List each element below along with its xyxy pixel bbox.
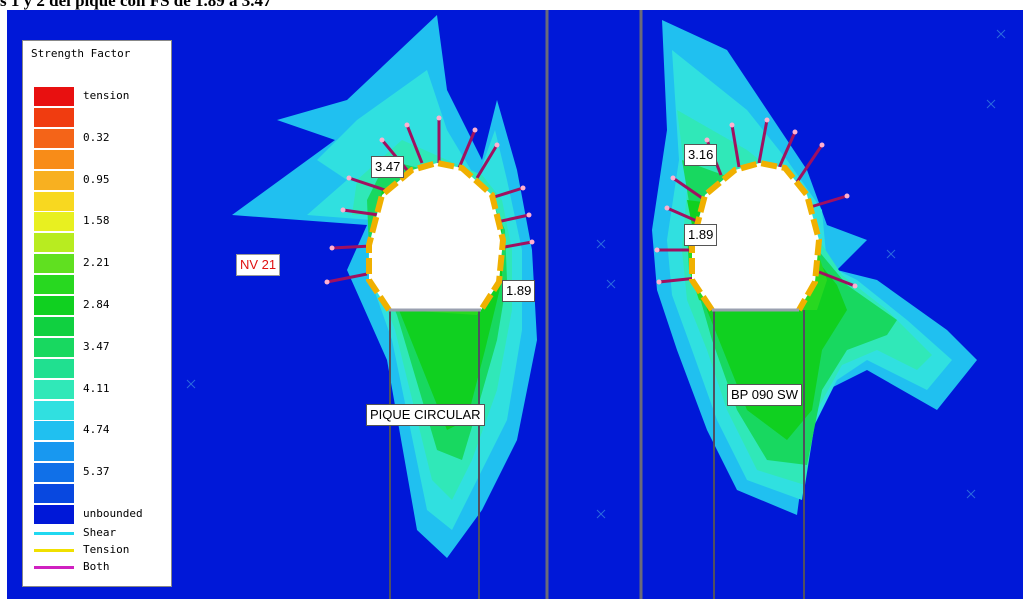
legend-swatch <box>34 358 74 378</box>
legend-swatch <box>34 128 74 148</box>
legend-swatch <box>34 275 74 295</box>
legend-swatch <box>34 505 74 524</box>
left-excavation-name: PIQUE CIRCULAR <box>366 404 485 426</box>
left-top-factor-label: 3.47 <box>371 156 405 178</box>
level-label: NV 21 <box>236 254 281 276</box>
legend-band-label: 1.58 <box>83 214 110 228</box>
right-excavation-name: BP 090 SW <box>727 384 802 406</box>
legend-swatch <box>34 296 74 315</box>
right-liner <box>689 159 823 312</box>
legend-swatch <box>34 212 74 232</box>
legend-band-label: 3.47 <box>83 339 110 353</box>
legend-swatch <box>34 379 74 399</box>
legend-line-label: Shear <box>83 526 117 539</box>
left-excavation <box>324 115 535 312</box>
right-excavation <box>654 117 858 312</box>
legend-band-label: 0.32 <box>83 130 110 144</box>
strength-factor-legend: Strength Factor tension 0.32 0.95 1.58 2.21 2… <box>22 40 172 587</box>
left-rock-bolts <box>326 118 533 284</box>
legend-band-label: 2.84 <box>83 298 110 311</box>
legend-swatch <box>34 87 74 106</box>
legend-swatch <box>34 254 74 274</box>
legend-swatch <box>34 337 74 357</box>
legend-line-swatch <box>34 566 74 569</box>
right-top-factor-label: 3.16 <box>684 144 718 166</box>
legend-swatch <box>34 421 74 441</box>
right-opening <box>692 163 819 310</box>
legend-swatch <box>34 463 74 483</box>
legend-swatch <box>34 442 74 462</box>
left-opening <box>369 163 503 310</box>
mesh-markers <box>186 29 1006 519</box>
legend-swatch <box>34 149 74 169</box>
legend-band-label: tension <box>83 89 130 102</box>
legend-swatch <box>34 400 74 420</box>
legend-swatch <box>34 191 74 211</box>
legend-band-label: 4.74 <box>83 423 110 437</box>
legend-title: Strength Factor <box>31 47 131 60</box>
legend-swatch <box>34 170 74 190</box>
legend-swatch <box>34 484 74 504</box>
legend-band-label: 5.37 <box>83 465 110 479</box>
legend-band-label: 2.21 <box>83 256 110 270</box>
left-right-factor-label: 1.89 <box>502 280 536 302</box>
legend-line-swatch <box>34 549 74 552</box>
legend-line-swatch <box>34 532 74 535</box>
legend-swatch <box>34 233 74 253</box>
figure-caption: s 1 y 2 del pique con FS de 1.89 a 3.47 <box>0 0 272 10</box>
legend-swatch <box>34 107 74 127</box>
right-left-factor-label: 1.89 <box>684 224 718 246</box>
legend-line-label: Tension <box>83 543 130 556</box>
legend-line-label: Both <box>83 560 110 573</box>
legend-band-label: 0.95 <box>83 172 110 186</box>
legend-swatch <box>34 316 74 336</box>
legend-band-label: 4.11 <box>83 381 110 395</box>
legend-band-label: unbounded <box>83 507 143 520</box>
